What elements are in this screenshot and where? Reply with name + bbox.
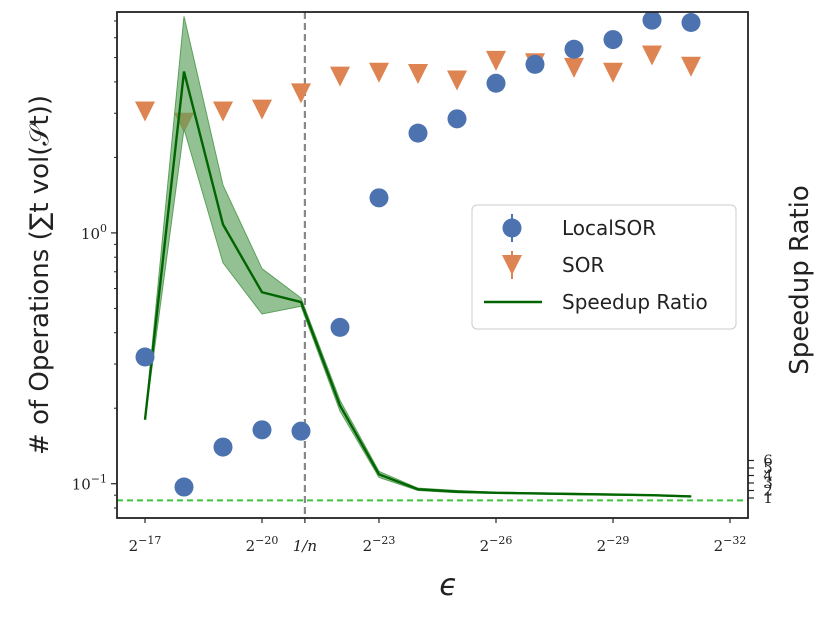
sor-point [135, 101, 155, 122]
x-tick-label: 2−29 [597, 534, 630, 555]
localsor-point [369, 188, 389, 208]
legend-label: Speedup Ratio [562, 290, 708, 314]
legend-box [471, 204, 737, 330]
sor-point [603, 62, 623, 83]
sor-point [408, 64, 428, 85]
sor-point [213, 101, 233, 122]
y-tick-label: 100 [81, 222, 107, 243]
speedup-band [144, 16, 692, 498]
sor-point [447, 70, 467, 91]
x-axis-label: ϵ [439, 568, 457, 603]
plot-inner [117, 12, 748, 518]
speedup-line [143, 71, 692, 498]
sor-point [486, 50, 506, 71]
x-tick-label: 2−17 [129, 534, 162, 555]
y-tick-label: 10−1 [72, 473, 107, 494]
right-tick-label: 4 [763, 467, 773, 485]
right-tick-label: 3 [763, 474, 773, 492]
localsor-point [525, 54, 545, 74]
axes: 2−17 2−20 1/n 2−23 2−26 2−29 2−32 10−1 100 123456… [25, 11, 815, 603]
localsor-point [603, 30, 623, 50]
legend-sor-marker [502, 255, 522, 275]
localsor-point [408, 123, 428, 143]
localsor-point [252, 420, 272, 440]
localsor-point [564, 39, 584, 59]
x-tick-label: 2−23 [363, 534, 396, 555]
localsor-point [642, 12, 662, 30]
localsor-point [213, 437, 233, 457]
sor-point [369, 62, 389, 83]
x-tick-label: 1/n [293, 537, 317, 555]
sor-point [330, 66, 350, 87]
legend: LocalSOR SOR Speedup Ratio [471, 204, 737, 330]
localsor-point [681, 13, 701, 33]
sor-point [564, 57, 584, 78]
sor-point [642, 45, 662, 66]
sor-point [291, 83, 311, 104]
localsor-point [447, 109, 467, 129]
localsor-point [330, 317, 350, 337]
legend-localsor-marker [502, 218, 522, 238]
sor-point [252, 99, 272, 120]
plot-area [117, 12, 748, 518]
right-tick-label: 5 [763, 459, 773, 477]
right-tick-label: 2 [763, 482, 773, 500]
sor-point [681, 56, 701, 77]
localsor-point [486, 73, 506, 93]
right-axis-label: Speedup Ratio [785, 185, 815, 375]
right-tick-label: 6 [763, 452, 773, 470]
x-tick-label: 2−26 [480, 534, 513, 555]
x-tick-label: 2−20 [246, 534, 279, 555]
localsor-point [135, 347, 155, 367]
x-tick-label: 2−32 [714, 534, 747, 555]
y-axis-label: # of Operations (∑t vol(𝒮t)) [25, 95, 55, 455]
legend-label: SOR [562, 253, 604, 277]
legend-label: LocalSOR [562, 216, 656, 240]
right-tick-label: 1 [763, 489, 773, 507]
plot-frame [116, 11, 749, 519]
localsor-point [174, 477, 194, 497]
localsor-point [291, 421, 311, 441]
